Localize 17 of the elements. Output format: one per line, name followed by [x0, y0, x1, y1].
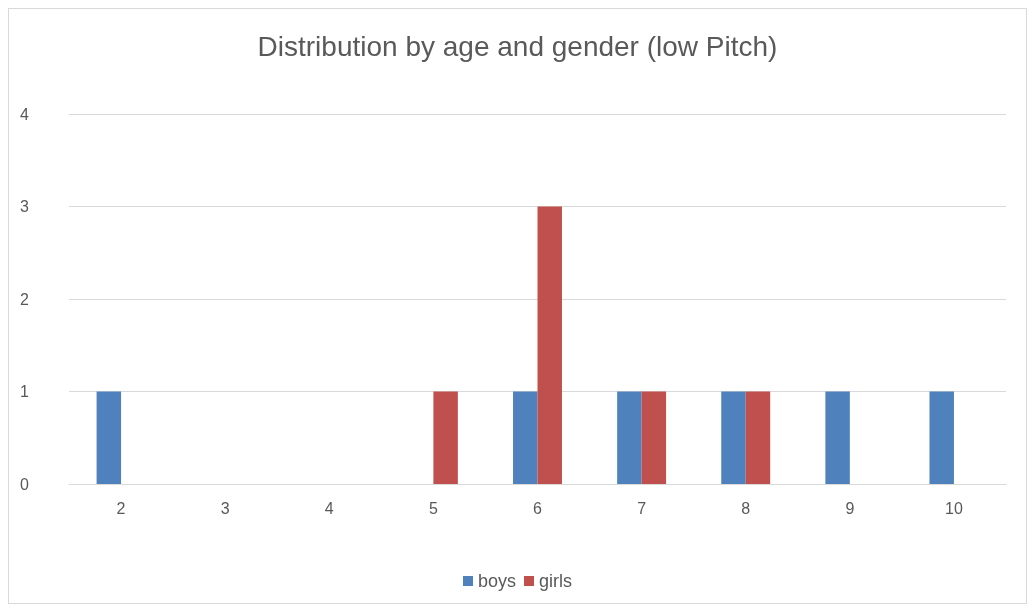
x-tick-label: 3 [220, 499, 230, 517]
chart-title: Distribution by age and gender (low Pitch) [257, 30, 778, 62]
x-tick-label: 2 [116, 499, 126, 517]
y-tick-label: 2 [20, 290, 30, 308]
legend-label: girls [539, 571, 573, 591]
y-tick-label: 3 [20, 198, 30, 215]
x-tick-label: 10 [945, 499, 963, 517]
x-tick-label: 6 [533, 499, 543, 517]
y-tick-label: 4 [20, 105, 30, 123]
y-tick-label: 1 [20, 383, 30, 400]
x-tick-label: 8 [741, 499, 751, 517]
x-tick-label: 4 [324, 499, 334, 517]
x-tick-label: 7 [637, 499, 647, 517]
x-tick-label: 9 [845, 499, 855, 517]
x-tick-label: 5 [428, 499, 438, 517]
legend-label: boys [477, 571, 517, 591]
y-tick-label: 0 [20, 475, 30, 493]
